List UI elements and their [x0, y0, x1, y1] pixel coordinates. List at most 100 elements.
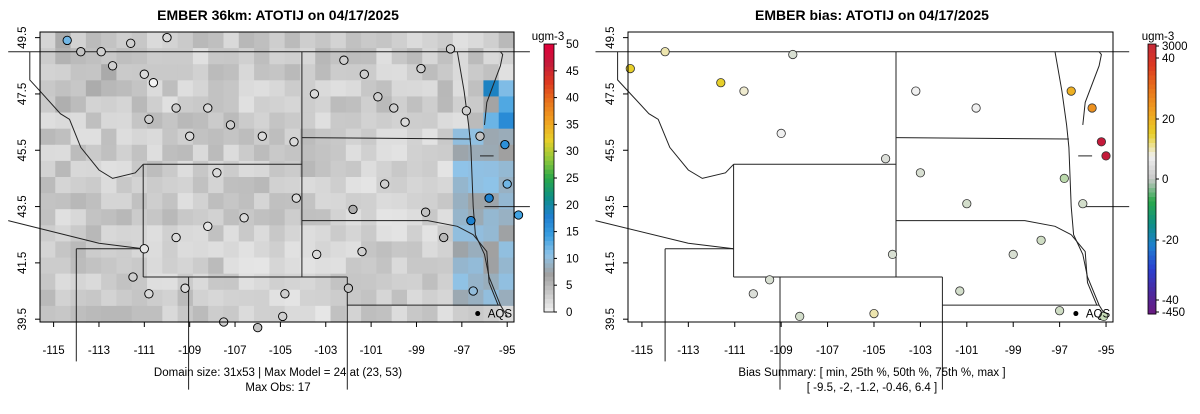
grid-cell: [422, 144, 439, 162]
x-tick-label: -95: [499, 345, 516, 357]
grid-cell: [345, 96, 362, 114]
grid-cell: [223, 305, 240, 323]
grid-cell: [406, 241, 423, 259]
grid-cell: [208, 257, 225, 275]
station-point: [239, 213, 249, 223]
grid-cell: [238, 289, 255, 307]
station-point: [466, 215, 476, 226]
station-point: [107, 61, 118, 71]
grid-cell: [147, 193, 163, 210]
x-tick-label: -105: [269, 345, 292, 357]
grid-cell: [238, 64, 255, 81]
station-point: [348, 204, 358, 215]
grid-cell: [70, 209, 87, 226]
grid-cell: [177, 209, 194, 226]
grid-cell: [192, 48, 209, 65]
colorbar-segment: [1148, 62, 1156, 67]
grid-cell: [238, 273, 255, 291]
grid-cell: [345, 177, 362, 194]
state-border: [1054, 51, 1107, 317]
grid-cell: [345, 305, 362, 323]
grid-cell: [208, 64, 225, 81]
grid-cell: [284, 209, 301, 226]
colorbar-segment: [1148, 188, 1156, 193]
colorbar-segment: [544, 258, 554, 264]
colorbar-segment: [1148, 75, 1156, 81]
grid-cell: [437, 289, 454, 307]
grid-cell: [406, 80, 423, 98]
grid-cell: [299, 144, 316, 162]
station-point: [291, 193, 301, 203]
colorbar-segment: [544, 204, 554, 210]
colorbar-segment: [544, 151, 554, 157]
station-point: [76, 47, 86, 57]
station-point: [1055, 306, 1065, 316]
grid-cell: [299, 128, 316, 146]
grid-cell: [422, 305, 439, 323]
grid-cell: [361, 209, 377, 226]
grid-cell: [391, 241, 408, 259]
grid-cell: [55, 193, 72, 210]
colorbar-segment: [1148, 116, 1156, 121]
grid-cell: [468, 112, 485, 130]
station-point: [148, 78, 159, 88]
grid-cell: [269, 112, 286, 130]
grid-cell: [101, 225, 118, 243]
grid-cell: [254, 112, 270, 130]
grid-cell: [177, 96, 194, 114]
grid-cell: [208, 32, 225, 49]
grid-cell: [40, 32, 56, 49]
grid-cell: [40, 241, 56, 259]
station-point: [139, 244, 149, 254]
grid-cell: [85, 32, 102, 49]
grid-cell: [315, 273, 332, 291]
grid-cell: [299, 96, 316, 114]
grid-cell: [85, 273, 102, 291]
colorbar-segment: [1148, 269, 1156, 274]
y-tick-label: 47.5: [17, 83, 29, 105]
grid-cell: [361, 305, 377, 323]
grid-cell: [147, 257, 163, 275]
grid-cell: [269, 257, 286, 275]
grid-cell: [376, 305, 393, 323]
grid-cell: [40, 144, 56, 162]
y-tick-label: 45.5: [605, 139, 617, 161]
grid-cell: [269, 64, 286, 81]
right-stations: [625, 47, 1111, 321]
grid-cell: [147, 209, 163, 226]
grid-cell: [452, 225, 469, 243]
grid-cell: [284, 305, 301, 323]
grid-cell: [406, 289, 423, 307]
grid-cell: [147, 32, 163, 49]
colorbar-segment: [1148, 143, 1156, 148]
left-aqs-label: AQS: [488, 309, 513, 321]
grid-cell: [437, 80, 454, 98]
grid-cell: [40, 177, 56, 194]
grid-cell: [55, 177, 72, 194]
grid-cell: [437, 305, 454, 323]
grid-cell: [422, 193, 439, 210]
colorbar-segment: [1148, 147, 1156, 153]
grid-cell: [177, 225, 194, 243]
grid-cell: [422, 257, 439, 275]
grid-cell: [70, 273, 87, 291]
station-point: [500, 139, 510, 150]
grid-cell: [452, 144, 469, 162]
grid-cell: [85, 160, 102, 178]
grid-cell: [55, 225, 72, 243]
grid-cell: [437, 160, 454, 178]
grid-cell: [223, 144, 240, 162]
colorbar-segment: [1148, 102, 1156, 108]
state-border: [1070, 234, 1098, 306]
colorbar-tick-label: 3000: [1162, 41, 1188, 53]
grid-cell: [483, 177, 500, 194]
x-tick-label: -109: [770, 345, 793, 357]
colorbar-segment: [544, 209, 554, 215]
grid-cell: [192, 193, 209, 210]
grid-cell: [498, 48, 515, 65]
grid-cell: [330, 80, 347, 98]
grid-cell: [406, 209, 423, 226]
grid-cell: [452, 177, 469, 194]
